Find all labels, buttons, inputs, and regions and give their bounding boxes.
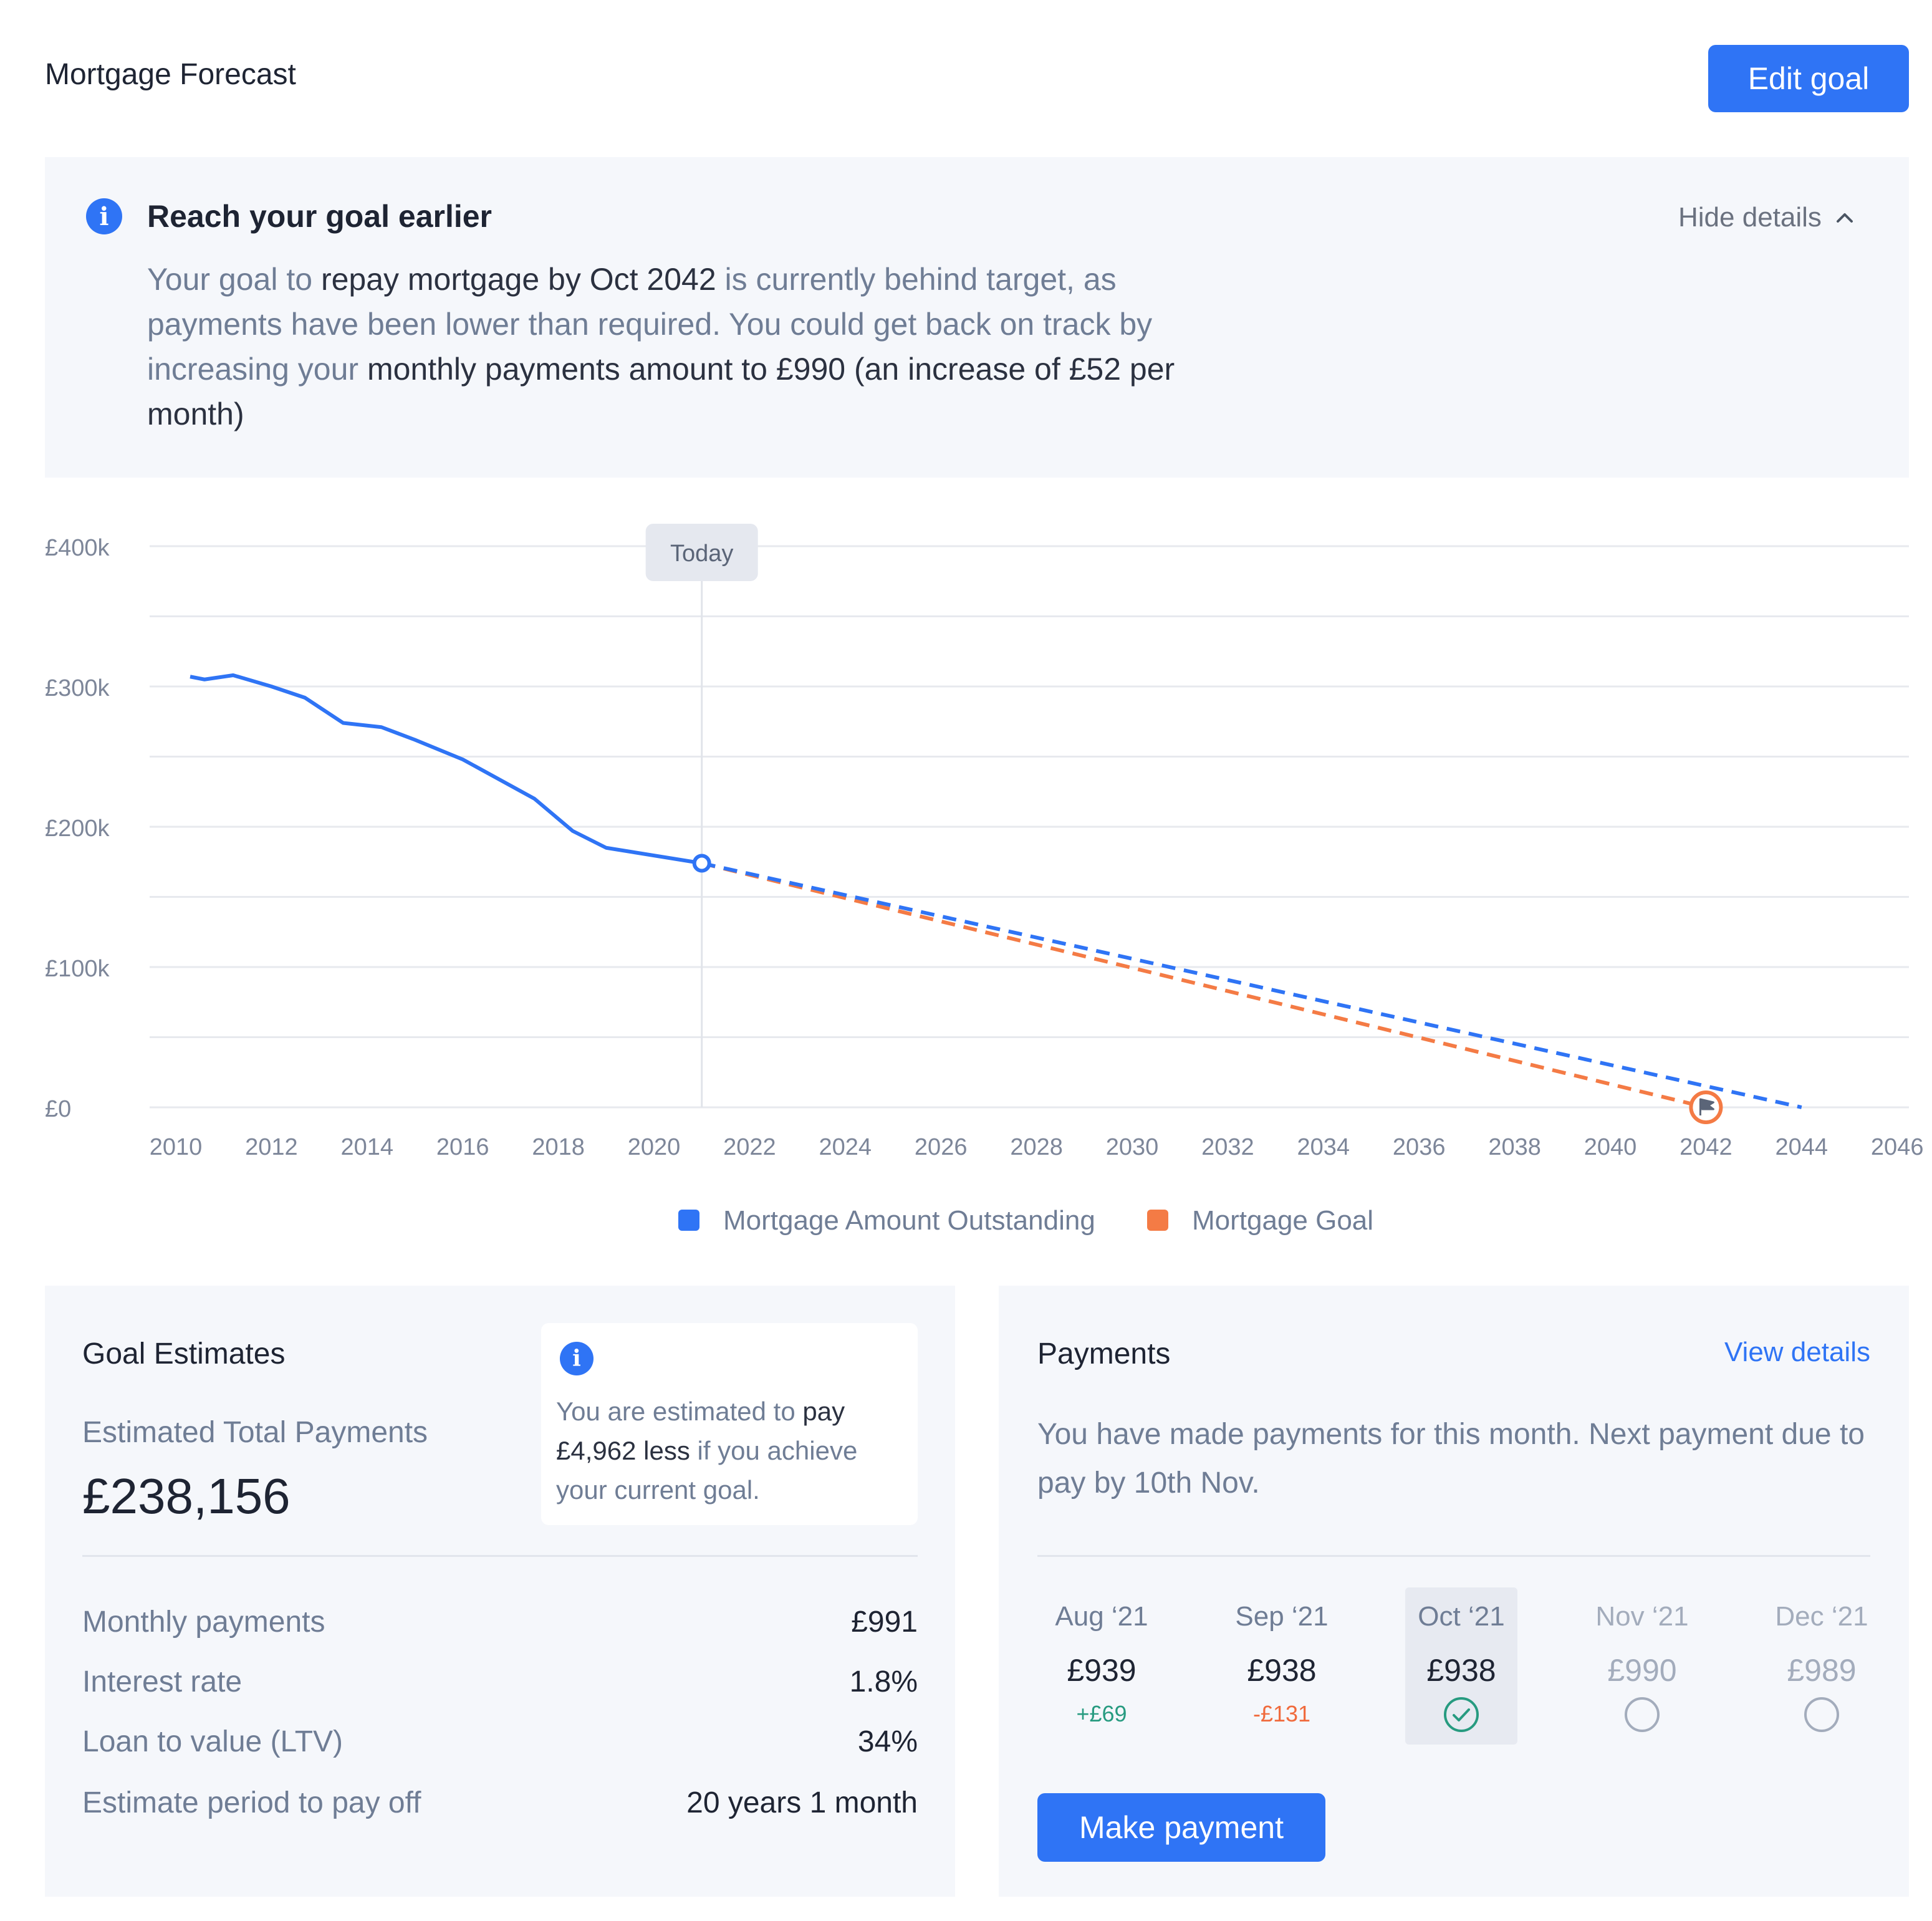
hide-details-label: Hide details: [1678, 202, 1822, 233]
legend-swatch: [678, 1210, 699, 1231]
x-tick-label: 2014: [341, 1134, 394, 1160]
edit-goal-button[interactable]: Edit goal: [1708, 45, 1909, 112]
x-tick-label: 2024: [819, 1134, 872, 1160]
estimate-row-label: Estimate period to pay off: [82, 1786, 421, 1819]
goal-estimates-card: Goal Estimates Estimated Total Payments …: [45, 1286, 955, 1897]
goal-estimates-title: Goal Estimates: [82, 1337, 286, 1370]
payment-month[interactable]: Dec ‘21 £989: [1766, 1587, 1878, 1745]
chevron-up-icon: [1836, 213, 1853, 223]
body-text: Your goal to: [147, 262, 321, 297]
body-text: if you achieve your current goal.: [556, 1436, 858, 1505]
payment-month-label: Nov ‘21: [1595, 1601, 1689, 1632]
estimate-row-value: 34%: [857, 1725, 918, 1758]
x-tick-label: 2018: [532, 1134, 585, 1160]
current-balance-point: [692, 854, 711, 873]
info-icon: i: [86, 198, 122, 234]
empty-circle-icon: [1625, 1697, 1660, 1732]
estimated-total-value: £238,156: [82, 1468, 291, 1524]
payment-amount: £938: [1247, 1653, 1317, 1688]
y-tick-label: £0: [45, 1096, 71, 1122]
x-tick-label: 2034: [1297, 1134, 1350, 1160]
x-tick-label: 2038: [1488, 1134, 1541, 1160]
x-tick-label: 2032: [1201, 1134, 1254, 1160]
body-text: is currently behind target, as payments …: [147, 262, 1153, 387]
x-tick-label: 2026: [915, 1134, 968, 1160]
x-tick-label: 2012: [245, 1134, 298, 1160]
payment-amount: £990: [1607, 1653, 1677, 1688]
emphasis-text: monthly payments amount to £990 (an incr…: [147, 352, 1175, 431]
x-tick-label: 2028: [1010, 1134, 1063, 1160]
y-tick-label: £100k: [45, 956, 110, 982]
legend-swatch: [1147, 1210, 1168, 1231]
estimate-row-label: Interest rate: [82, 1665, 243, 1698]
x-tick-label: 2044: [1776, 1134, 1829, 1160]
divider: [1037, 1555, 1870, 1557]
savings-tip: i You are estimated to pay £4,962 less i…: [541, 1323, 918, 1525]
today-badge: [645, 524, 758, 581]
payment-amount: £939: [1067, 1653, 1137, 1688]
savings-tip-text: You are estimated to pay £4,962 less if …: [556, 1392, 905, 1509]
series-line-mortgage-goal: [701, 861, 1707, 1109]
alert-body: Your goal to repay mortgage by Oct 2042 …: [147, 257, 1244, 436]
payment-amount: £938: [1426, 1653, 1496, 1688]
payment-delta: -£131: [1252, 1701, 1311, 1726]
y-tick-label: £200k: [45, 816, 110, 842]
emphasis-text: pay £4,962 less: [556, 1397, 845, 1465]
payment-month-label: Sep ‘21: [1235, 1601, 1329, 1632]
goal-alert-panel: i Reach your goal earlier Hide details Y…: [45, 157, 1909, 478]
x-tick-label: 2030: [1106, 1134, 1159, 1160]
x-tick-label: 2036: [1393, 1134, 1446, 1160]
view-details-link[interactable]: View details: [1724, 1337, 1870, 1367]
estimate-row-label: Loan to value (LTV): [82, 1725, 344, 1758]
x-tick-label: 2016: [436, 1134, 489, 1160]
today-label: Today: [670, 541, 733, 567]
divider: [82, 1555, 918, 1557]
x-tick-label: 2020: [628, 1134, 681, 1160]
y-tick-label: £300k: [45, 675, 110, 701]
flag-icon: [1699, 1098, 1714, 1115]
legend-mortgage-goal: Mortgage Goal: [1192, 1205, 1373, 1236]
x-tick-label: 2046: [1871, 1134, 1924, 1160]
estimate-row-value: 20 years 1 month: [686, 1786, 918, 1819]
x-tick-label: 2042: [1680, 1134, 1733, 1160]
info-icon: i: [560, 1342, 594, 1375]
estimate-row-value: 1.8%: [849, 1665, 918, 1698]
payment-month[interactable]: Nov ‘21 £990: [1586, 1587, 1698, 1745]
hide-details-toggle[interactable]: Hide details: [1678, 202, 1854, 233]
estimate-row-label: Monthly payments: [82, 1606, 325, 1639]
payment-month[interactable]: Aug ‘21 £939 +£69: [1045, 1587, 1158, 1745]
payment-month-label: Dec ‘21: [1775, 1601, 1868, 1632]
x-tick-label: 2022: [723, 1134, 776, 1160]
page-title: Mortgage Forecast: [45, 58, 296, 91]
payment-month[interactable]: Sep ‘21 £938 -£131: [1226, 1587, 1338, 1745]
series-line-amount-outstanding: [190, 673, 703, 865]
empty-circle-icon: [1804, 1697, 1839, 1732]
y-tick-label: £400k: [45, 535, 110, 561]
payment-delta: +£69: [1076, 1701, 1127, 1726]
payment-month[interactable]: Oct ‘21 £938: [1405, 1587, 1517, 1745]
emphasis-text: repay mortgage by Oct 2042: [320, 262, 716, 297]
series-projection-amount-outstanding: [701, 861, 1802, 1109]
make-payment-button[interactable]: Make payment: [1037, 1793, 1325, 1862]
mortgage-forecast-chart: £0 £100k £200k £300k £400k 2010 2012 2014 2016 20…: [45, 524, 1924, 1236]
body-text: You are estimated to: [556, 1397, 803, 1426]
legend-amount-outstanding: Mortgage Amount Outstanding: [723, 1205, 1095, 1236]
check-circle-icon: [1444, 1697, 1479, 1732]
payments-title: Payments: [1037, 1337, 1171, 1370]
payment-month-label: Oct ‘21: [1418, 1601, 1505, 1632]
estimate-row-value: £991: [851, 1606, 918, 1639]
payments-card: Payments View details You have made paym…: [999, 1286, 1909, 1897]
x-tick-label: 2010: [150, 1134, 203, 1160]
payment-amount: £989: [1787, 1653, 1857, 1688]
payments-message: You have made payments for this month. N…: [1037, 1418, 1865, 1500]
alert-heading: Reach your goal earlier: [147, 199, 493, 234]
estimated-total-label: Estimated Total Payments: [82, 1416, 428, 1449]
x-tick-label: 2040: [1584, 1134, 1637, 1160]
payment-month-label: Aug ‘21: [1055, 1601, 1148, 1632]
